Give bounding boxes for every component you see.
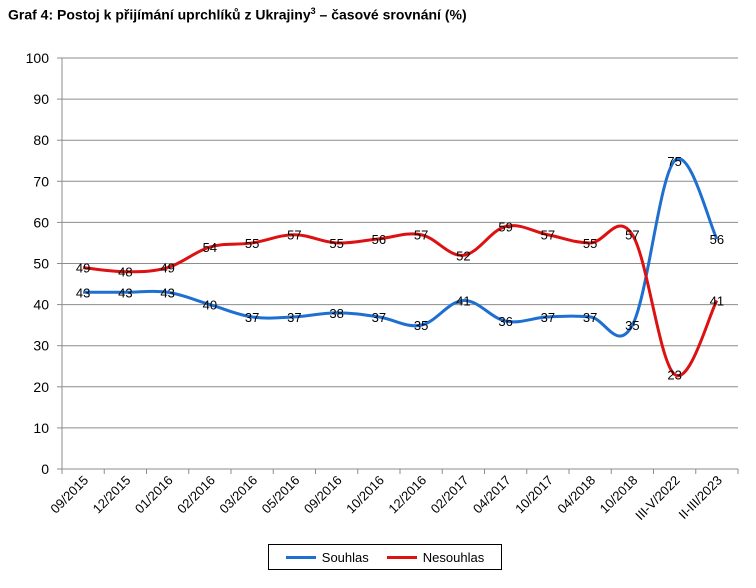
data-label-souhlas: 43 [118, 285, 132, 300]
y-tick-label: 80 [33, 132, 49, 148]
data-label-nesouhlas: 55 [329, 236, 343, 251]
data-label-nesouhlas: 59 [498, 220, 512, 235]
data-label-souhlas: 38 [329, 306, 343, 321]
data-label-nesouhlas: 57 [287, 228, 301, 243]
data-label-souhlas: 35 [625, 318, 639, 333]
x-tick-label: 12/2015 [90, 473, 134, 517]
x-tick-label: 10/2016 [343, 473, 387, 517]
data-label-nesouhlas: 49 [160, 261, 174, 276]
x-tick-label: 01/2016 [132, 473, 176, 517]
legend-label-souhlas: Souhlas [321, 549, 369, 565]
data-label-nesouhlas: 52 [456, 248, 470, 263]
data-label-nesouhlas: 57 [541, 228, 555, 243]
chart-title-text: Graf 4: Postoj k přijímání uprchlíků z U… [8, 6, 311, 23]
data-label-nesouhlas: 55 [245, 236, 259, 251]
y-tick-label: 100 [26, 50, 50, 66]
series-line-souhlas [83, 157, 719, 338]
data-label-souhlas: 37 [583, 310, 597, 325]
data-label-souhlas: 40 [203, 298, 217, 313]
x-tick-label: 05/2016 [259, 473, 303, 517]
data-label-nesouhlas: 48 [118, 265, 132, 280]
chart-title-suffix: – časové srovnání (%) [315, 6, 467, 23]
data-label-souhlas: 36 [498, 314, 512, 329]
legend-swatch-nesouhlas [386, 555, 417, 559]
data-label-souhlas: 37 [245, 310, 259, 325]
data-label-nesouhlas: 57 [625, 228, 639, 243]
x-tick-label: 03/2016 [216, 473, 260, 517]
data-label-nesouhlas: 41 [710, 293, 724, 308]
data-label-souhlas: 43 [76, 285, 90, 300]
data-label-nesouhlas: 23 [667, 367, 681, 382]
data-label-nesouhlas: 54 [203, 240, 217, 255]
legend-item-nesouhlas: Nesouhlas [386, 549, 485, 565]
chart-title-footnote: 3 [310, 6, 316, 16]
x-tick-label: 04/2017 [470, 473, 514, 517]
data-label-souhlas: 37 [287, 310, 301, 325]
x-tick-label: 02/2017 [428, 473, 472, 517]
chart-title: Graf 4: Postoj k přijímání uprchlíků z U… [8, 6, 467, 23]
x-tick-label: 04/2018 [554, 473, 598, 517]
x-tick-label: 02/2016 [174, 473, 218, 517]
y-tick-label: 10 [33, 420, 49, 436]
data-label-souhlas: 56 [710, 232, 724, 247]
data-label-souhlas: 41 [456, 293, 470, 308]
series-line-nesouhlas [82, 224, 719, 378]
y-tick-label: 40 [33, 297, 49, 313]
chart-legend: Souhlas Nesouhlas [268, 544, 502, 570]
legend-item-souhlas: Souhlas [285, 549, 369, 565]
legend-swatch-souhlas [285, 555, 316, 559]
x-tick-label: III-V/2022 [632, 473, 682, 523]
legend-label-nesouhlas: Nesouhlas [422, 549, 485, 565]
x-tick-label: 10/2017 [512, 473, 556, 517]
y-tick-label: 90 [33, 91, 49, 107]
x-tick-label: 12/2016 [385, 473, 429, 517]
y-tick-label: 50 [33, 256, 49, 272]
data-label-nesouhlas: 56 [372, 232, 386, 247]
x-tick-label: 09/2015 [47, 473, 91, 517]
data-label-souhlas: 37 [372, 310, 386, 325]
data-label-nesouhlas: 49 [76, 261, 90, 276]
y-tick-label: 20 [33, 379, 49, 395]
x-tick-label: 09/2016 [301, 473, 345, 517]
y-tick-label: 70 [33, 173, 49, 189]
y-tick-label: 30 [33, 338, 49, 354]
x-tick-label: II-III/2023 [676, 473, 725, 522]
y-tick-label: 0 [41, 461, 49, 477]
data-label-nesouhlas: 55 [583, 236, 597, 251]
data-label-souhlas: 43 [160, 285, 174, 300]
data-label-souhlas: 35 [414, 318, 428, 333]
data-label-souhlas: 75 [667, 154, 681, 169]
y-tick-label: 60 [33, 214, 49, 230]
data-label-souhlas: 37 [541, 310, 555, 325]
data-label-nesouhlas: 57 [414, 228, 428, 243]
